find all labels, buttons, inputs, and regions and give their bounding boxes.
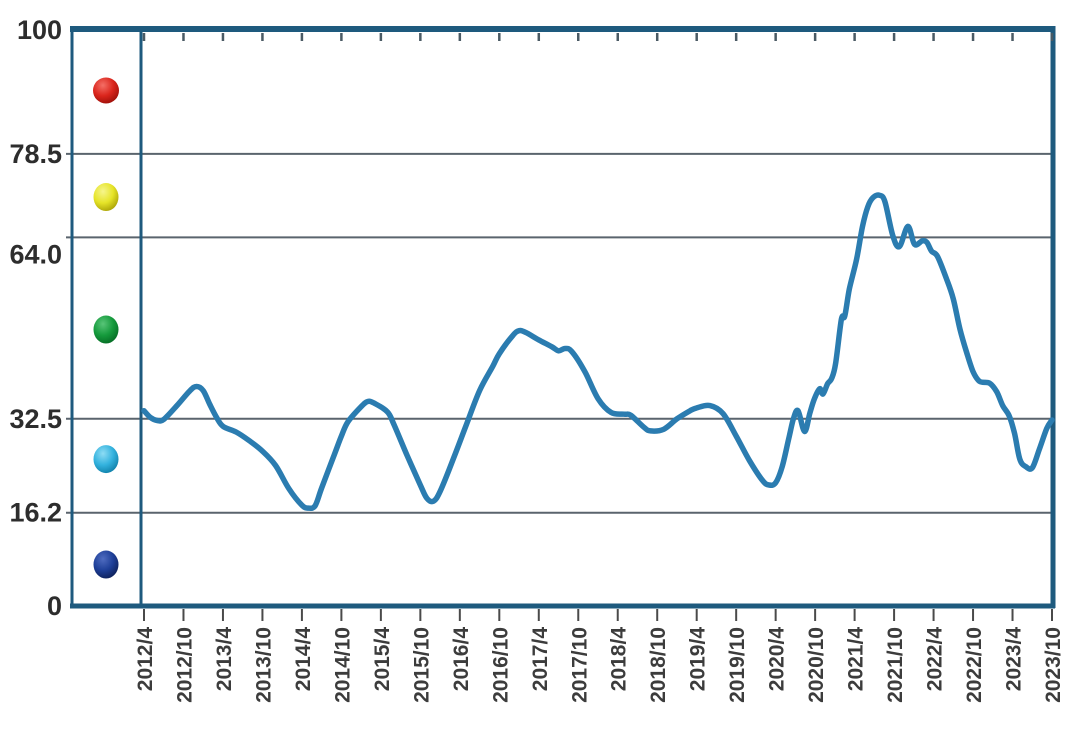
x-tick-label: 2021/4 [845,627,868,692]
x-tick-label: 2021/10 [884,627,907,703]
y-tick-label: 64.0 [9,239,62,269]
legend-ball-red-light [93,77,119,104]
y-tick-label: 32.5 [9,404,62,434]
x-tick-label: 2017/4 [529,627,552,692]
legend-ball-yellow-light [93,183,119,212]
x-tick-label: 2018/4 [608,627,631,692]
x-tick-label: 2014/4 [292,627,315,692]
x-tick-label: 2013/10 [252,627,275,703]
x-tick-label: 2022/4 [924,627,947,692]
legend-ball-dark-blue-light [93,550,119,579]
y-tick-label: 100 [17,15,62,45]
x-tick-label: 2023/4 [1003,627,1026,692]
x-tick-label: 2013/4 [213,627,236,692]
x-tick-label: 2015/4 [371,627,394,692]
x-tick-label: 2022/10 [963,627,986,703]
x-tick-label: 2016/10 [489,627,512,703]
y-tick-label: 78.5 [9,139,62,169]
legend-ball-light-blue-light [93,445,119,474]
x-tick-label: 2018/10 [647,627,670,703]
x-tick-label: 2016/4 [450,627,473,692]
x-tick-label: 2023/10 [1042,627,1065,703]
legend-ball-green-light [93,315,119,344]
y-tick-label: 0 [47,591,62,621]
y-tick-label: 16.2 [9,498,62,528]
x-tick-label: 2012/4 [134,627,157,692]
x-tick-label: 2017/10 [568,627,591,703]
series-line-prosperity-warning-index [141,192,1055,512]
x-tick-label: 2020/4 [766,627,789,692]
x-tick-label: 2020/10 [805,627,828,703]
x-tick-label: 2015/10 [410,627,433,703]
x-tick-label: 2012/10 [173,627,196,703]
x-tick-label: 2019/10 [726,627,749,703]
x-tick-label: 2014/10 [331,627,354,703]
x-tick-label: 2019/4 [687,627,710,692]
